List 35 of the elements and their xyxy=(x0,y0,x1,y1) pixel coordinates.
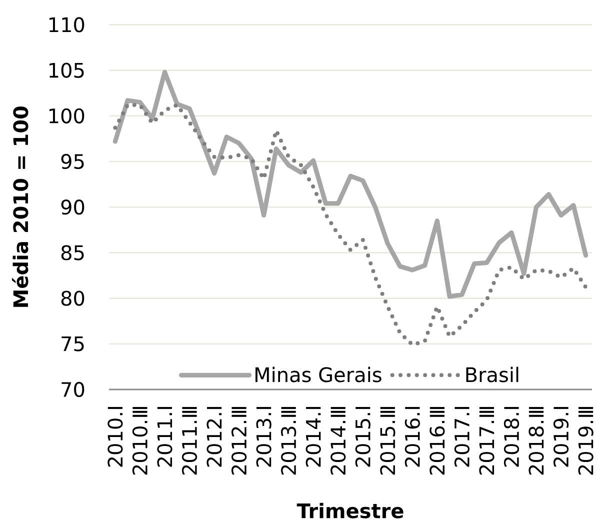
x-tick-label: 2015.Ⅰ xyxy=(355,406,370,467)
x-tick-label: 2016.Ⅲ xyxy=(430,407,445,475)
line-series xyxy=(113,102,588,347)
x-tick-label: 2018.Ⅰ xyxy=(504,406,520,467)
y-tick-label: 75 xyxy=(62,336,84,352)
x-tick-label: 2013.Ⅰ xyxy=(256,406,272,467)
line-series xyxy=(112,70,588,299)
y-tick-label: 100 xyxy=(50,108,84,124)
x-axis-title: Trimestre xyxy=(296,502,404,518)
x-tick-label: 2016.Ⅰ xyxy=(404,406,420,467)
legend-label: Brasil xyxy=(466,366,518,382)
x-tick-label: 2011.Ⅲ xyxy=(182,407,198,475)
x-tick-label: 2010.Ⅰ xyxy=(108,406,123,467)
y-tick-label: 70 xyxy=(62,382,84,398)
x-tick-label: 2018.Ⅲ xyxy=(528,407,544,475)
x-tick-label: 2010.Ⅲ xyxy=(132,407,148,475)
x-tick-label: 2011.Ⅰ xyxy=(157,406,172,467)
x-tick-label: 2013.Ⅲ xyxy=(281,407,296,475)
y-tick-label: 80 xyxy=(61,290,84,306)
x-tick-label: 2017.Ⅲ xyxy=(479,407,494,475)
y-tick-label: 105 xyxy=(50,62,84,78)
x-tick-label: 2015.Ⅲ xyxy=(380,407,396,475)
y-tick-label: 95 xyxy=(61,154,84,170)
legend-label: Minas Gerais xyxy=(256,366,382,382)
y-tick-label: 90 xyxy=(61,200,84,215)
y-axis-title: Média 2010 = 100 xyxy=(12,106,28,307)
y-tick-label: 85 xyxy=(61,245,84,260)
x-tick-label: 2012.Ⅰ xyxy=(206,406,222,467)
y-tick-label: 110 xyxy=(50,17,84,32)
x-tick-label: 2019.Ⅲ xyxy=(578,407,594,475)
x-tick-label: 2017.Ⅰ xyxy=(454,406,470,467)
x-tick-label: 2014.Ⅲ xyxy=(330,407,346,475)
x-tick-label: 2014.Ⅰ xyxy=(306,406,321,467)
x-tick-label: 2019.Ⅰ xyxy=(553,406,569,467)
x-tick-label: 2012.Ⅲ xyxy=(231,407,247,475)
